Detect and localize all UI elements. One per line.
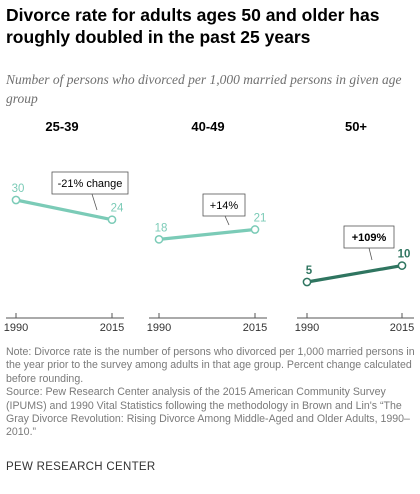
data-point bbox=[11, 195, 21, 205]
series-line bbox=[158, 227, 256, 241]
data-point bbox=[397, 261, 407, 270]
data-point bbox=[154, 235, 164, 244]
notes-block: Note: Divorce rate is the number of pers… bbox=[6, 346, 416, 440]
data-label: 21 bbox=[254, 213, 267, 225]
series-line bbox=[15, 198, 113, 222]
chart-title: Divorce rate for adults ages 50 and olde… bbox=[6, 5, 380, 47]
panel-title: 50+ bbox=[345, 119, 367, 134]
callout-pointer bbox=[224, 215, 230, 226]
data-point bbox=[302, 277, 312, 287]
callout-box bbox=[202, 193, 246, 217]
x-tick-label: 1990 bbox=[4, 322, 28, 334]
callout-pointer bbox=[368, 247, 373, 261]
chart-area: 25-39 1990 2015 30 24 -21% change 40-49 1990 201… bbox=[4, 119, 414, 334]
series-line bbox=[306, 264, 403, 284]
x-tick-label: 1990 bbox=[295, 322, 319, 334]
data-point bbox=[107, 215, 117, 225]
panel-title: 25-39 bbox=[45, 119, 78, 134]
callout-pointer bbox=[91, 193, 98, 211]
chart-subtitle: Number of persons who divorced per 1,000… bbox=[6, 72, 402, 106]
data-label: 10 bbox=[398, 249, 411, 261]
callout-box bbox=[51, 171, 129, 195]
data-label: 5 bbox=[306, 265, 313, 277]
footer-credit: PEW RESEARCH CENTER bbox=[6, 461, 156, 473]
x-tick-label: 2015 bbox=[100, 322, 124, 334]
x-tick-label: 2015 bbox=[243, 322, 267, 334]
data-point bbox=[250, 225, 260, 234]
x-tick-label: 1990 bbox=[147, 322, 171, 334]
callout-text: +109% bbox=[352, 232, 387, 244]
data-label: 18 bbox=[155, 222, 168, 234]
data-label: 30 bbox=[12, 183, 25, 195]
x-tick-label: 2015 bbox=[390, 322, 414, 334]
callout-text: -21% change bbox=[58, 178, 123, 190]
source-text: Source: Pew Research Center analysis of … bbox=[6, 386, 410, 439]
data-label: 24 bbox=[111, 203, 124, 215]
panel-title: 40-49 bbox=[191, 119, 224, 134]
callout-text: +14% bbox=[210, 200, 239, 212]
note-text: Note: Divorce rate is the number of pers… bbox=[6, 346, 415, 385]
